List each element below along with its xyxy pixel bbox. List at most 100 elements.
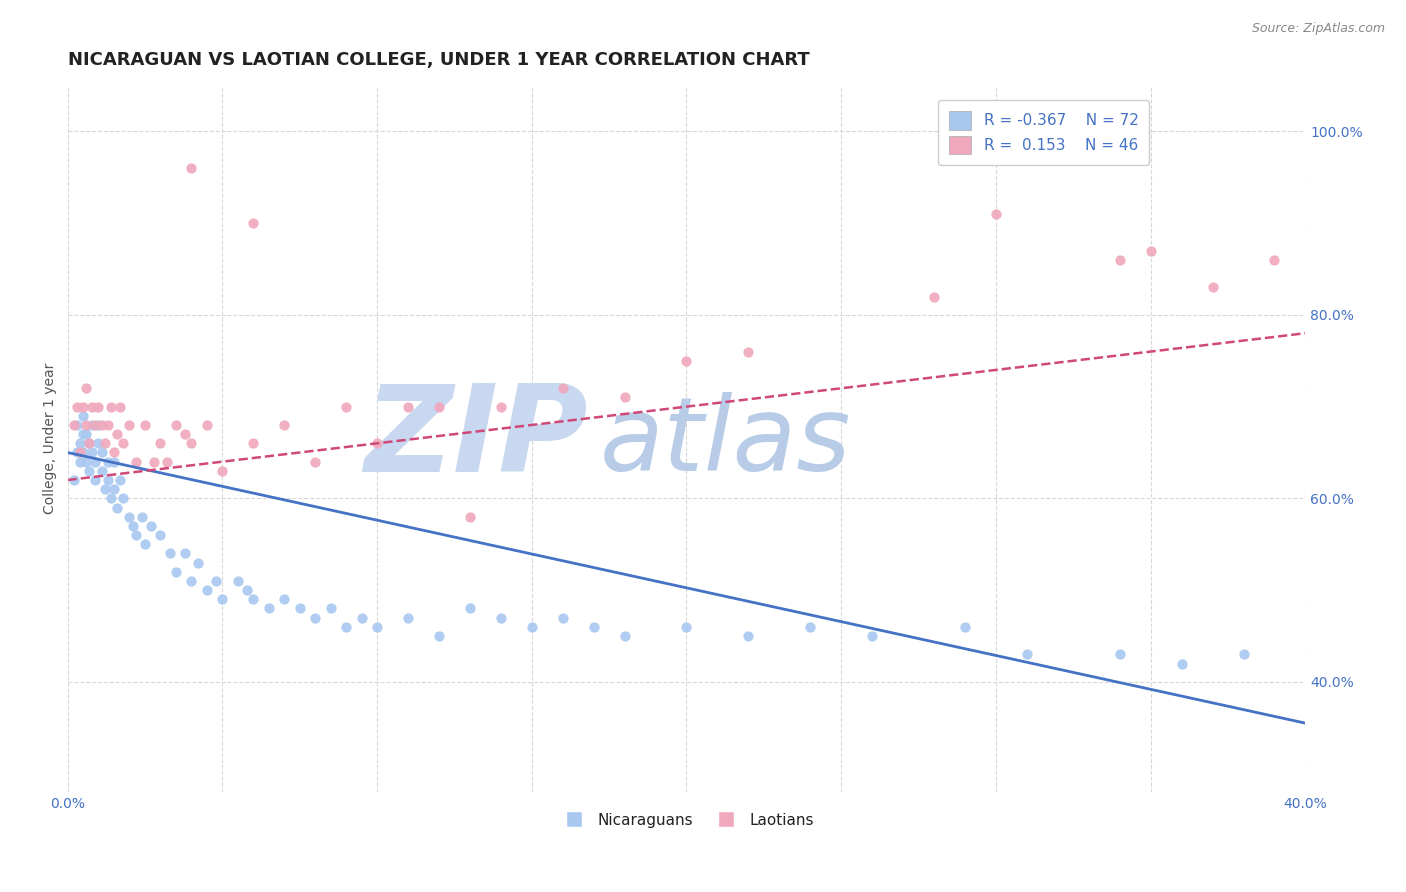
Point [97, 417, 120, 432]
Point [1108, 648, 1130, 662]
Point [121, 519, 143, 533]
Point [799, 620, 821, 634]
Point [174, 546, 197, 560]
Point [97, 473, 120, 487]
Point [366, 436, 388, 450]
Point [84, 455, 107, 469]
Point [62, 473, 84, 487]
Point [304, 455, 326, 469]
Point [97, 455, 120, 469]
Point [458, 601, 481, 615]
Text: ZIP: ZIP [364, 380, 588, 497]
Point [118, 509, 141, 524]
Point [155, 455, 177, 469]
Point [90, 464, 112, 478]
Point [180, 436, 202, 450]
Point [273, 417, 295, 432]
Point [1232, 648, 1254, 662]
Point [180, 161, 202, 175]
Point [103, 455, 125, 469]
Point [489, 400, 512, 414]
Point [396, 610, 419, 624]
Point [226, 574, 249, 588]
Point [149, 528, 172, 542]
Point [87, 436, 110, 450]
Point [75, 455, 97, 469]
Point [675, 353, 697, 368]
Point [103, 482, 125, 496]
Point [335, 400, 357, 414]
Point [520, 620, 543, 634]
Text: Source: ZipAtlas.com: Source: ZipAtlas.com [1251, 22, 1385, 36]
Point [319, 601, 342, 615]
Point [84, 473, 107, 487]
Point [75, 417, 97, 432]
Point [112, 436, 135, 450]
Point [165, 565, 187, 579]
Point [69, 436, 91, 450]
Point [205, 574, 228, 588]
Point [551, 610, 574, 624]
Point [1108, 252, 1130, 267]
Point [195, 583, 218, 598]
Point [75, 381, 97, 395]
Point [675, 620, 697, 634]
Point [149, 436, 172, 450]
Point [551, 381, 574, 395]
Point [62, 417, 84, 432]
Point [77, 436, 100, 450]
Point [953, 620, 976, 634]
Point [1015, 648, 1038, 662]
Point [69, 445, 91, 459]
Point [242, 216, 264, 230]
Point [112, 491, 135, 506]
Point [427, 629, 450, 643]
Point [860, 629, 883, 643]
Point [211, 592, 233, 607]
Point [242, 592, 264, 607]
Point [1263, 252, 1285, 267]
Point [84, 417, 107, 432]
Point [87, 417, 110, 432]
Point [105, 500, 128, 515]
Point [186, 556, 208, 570]
Point [242, 436, 264, 450]
Point [66, 400, 89, 414]
Point [582, 620, 605, 634]
Legend: Nicaraguans, Laotians: Nicaraguans, Laotians [553, 806, 820, 834]
Point [922, 289, 945, 303]
Point [82, 417, 104, 432]
Point [1170, 657, 1192, 671]
Point [103, 445, 125, 459]
Point [273, 592, 295, 607]
Point [124, 528, 146, 542]
Point [366, 620, 388, 634]
Point [93, 482, 115, 496]
Point [72, 445, 94, 459]
Text: atlas: atlas [600, 392, 851, 492]
Point [108, 400, 131, 414]
Point [72, 400, 94, 414]
Point [159, 546, 181, 560]
Point [257, 601, 280, 615]
Point [1139, 244, 1161, 258]
Point [211, 464, 233, 478]
Point [458, 509, 481, 524]
Point [108, 473, 131, 487]
Point [72, 427, 94, 442]
Point [489, 610, 512, 624]
Point [737, 629, 759, 643]
Point [77, 464, 100, 478]
Point [87, 400, 110, 414]
Point [174, 427, 197, 442]
Point [66, 417, 89, 432]
Point [134, 417, 156, 432]
Point [90, 445, 112, 459]
Point [335, 620, 357, 634]
Point [195, 417, 218, 432]
Point [427, 400, 450, 414]
Point [77, 436, 100, 450]
Point [100, 491, 122, 506]
Point [75, 427, 97, 442]
Point [139, 519, 162, 533]
